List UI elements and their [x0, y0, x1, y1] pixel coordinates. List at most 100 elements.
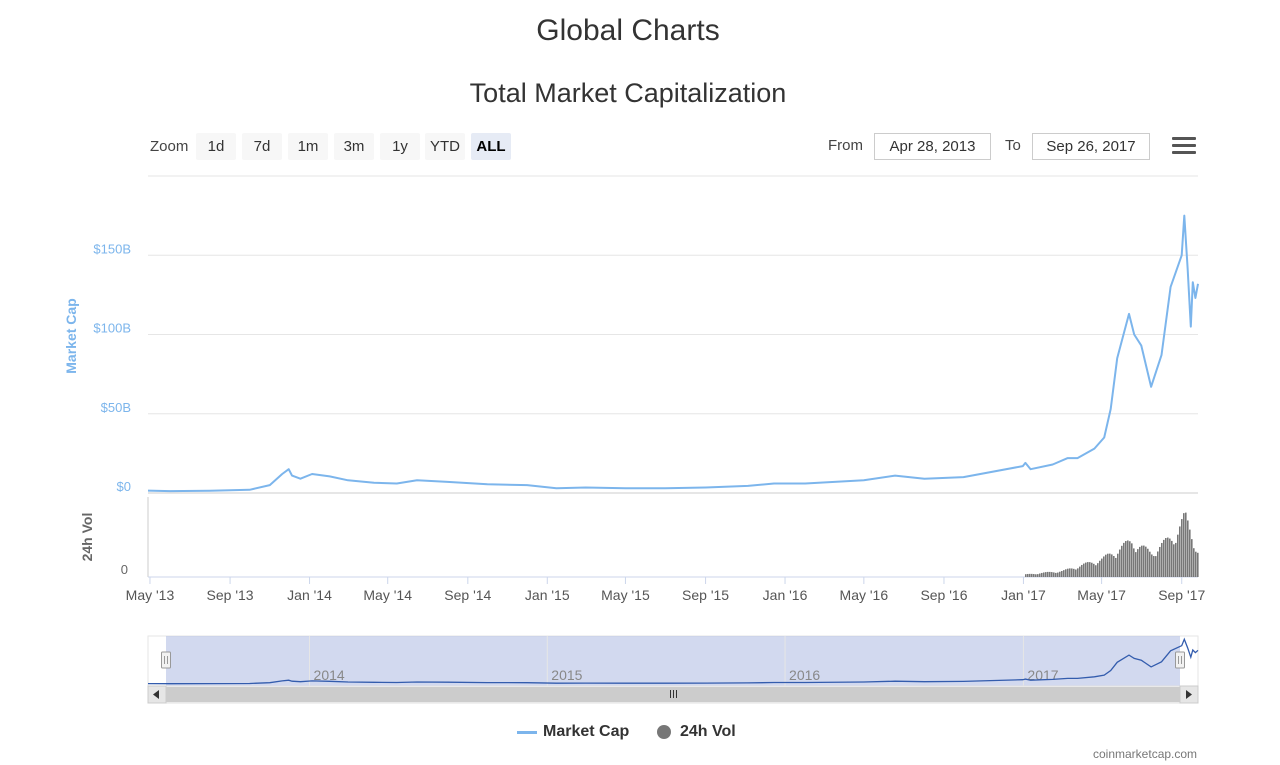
- volume-bar: [1111, 554, 1113, 577]
- legend-item-market-cap[interactable]: Market Cap: [517, 722, 629, 742]
- volume-axis-title: 24h Vol: [79, 513, 95, 562]
- volume-bar: [1075, 569, 1077, 577]
- volume-bar: [1081, 564, 1083, 577]
- volume-bar: [1101, 558, 1103, 577]
- legend-label-market-cap: Market Cap: [543, 723, 630, 740]
- volume-bar: [1099, 560, 1101, 577]
- volume-bar: [1159, 546, 1161, 577]
- volume-bar: [1135, 552, 1137, 577]
- volume-bar: [1043, 572, 1045, 577]
- y-tick-label: $0: [117, 479, 131, 494]
- legend-dot-icon: [657, 725, 671, 739]
- from-date-input[interactable]: [874, 133, 991, 160]
- x-tick-label: Jan '14: [287, 587, 332, 603]
- navigator-year-label: 2014: [314, 667, 345, 683]
- hamburger-menu-icon[interactable]: [1172, 137, 1196, 159]
- zoom-7d-button[interactable]: 7d: [242, 133, 282, 160]
- volume-bar: [1047, 571, 1049, 577]
- x-tick-label: Sep '15: [682, 587, 729, 603]
- volume-bar: [1117, 553, 1119, 577]
- x-tick-label: Sep '16: [920, 587, 967, 603]
- volume-bar: [1027, 573, 1029, 577]
- zoom-3m-button[interactable]: 3m: [334, 133, 374, 160]
- volume-bar: [1063, 570, 1065, 577]
- volume-bar: [1119, 549, 1121, 577]
- zoom-1d-button[interactable]: 1d: [196, 133, 236, 160]
- volume-bar: [1163, 539, 1165, 577]
- zoom-ytd-button[interactable]: YTD: [425, 133, 465, 160]
- volume-bar: [1033, 574, 1035, 577]
- y-axis-ticks: $0 $50B $100B $150B: [93, 241, 131, 494]
- x-tick-label: May '15: [601, 587, 650, 603]
- volume-bar: [1139, 546, 1141, 577]
- volume-bar: [1129, 541, 1131, 577]
- x-tick-label: Sep '13: [207, 587, 254, 603]
- x-tick-label: Jan '16: [763, 587, 808, 603]
- x-tick-label: Sep '14: [444, 587, 491, 603]
- volume-bar: [1091, 562, 1093, 577]
- volume-bar: [1183, 513, 1185, 577]
- volume-bar: [1155, 556, 1157, 577]
- volume-bar: [1169, 538, 1171, 577]
- x-tick-label: May '14: [363, 587, 412, 603]
- x-axis-ticks: May '13 Sep '13 Jan '14 May '14 Sep '14 Jan '…: [126, 577, 1205, 603]
- volume-bar: [1107, 553, 1109, 577]
- volume-bar: [1131, 543, 1133, 577]
- navigator-right-handle[interactable]: [1175, 651, 1185, 669]
- scrollbar-left-arrow-icon[interactable]: [147, 685, 167, 704]
- volume-bar: [1197, 552, 1199, 577]
- volume-bar: [1093, 563, 1095, 577]
- volume-bar: [1045, 572, 1047, 577]
- to-date-input[interactable]: [1032, 133, 1150, 160]
- volume-bar: [1061, 571, 1063, 577]
- volume-tick-label: 0: [121, 562, 128, 577]
- volume-bar: [1145, 546, 1147, 577]
- x-tick-label: Sep '17: [1158, 587, 1205, 603]
- volume-bar: [1177, 534, 1179, 577]
- volume-bar: [1173, 544, 1175, 577]
- volume-bar: [1031, 573, 1033, 577]
- volume-bar: [1067, 568, 1069, 577]
- volume-bar: [1037, 574, 1039, 577]
- zoom-all-button[interactable]: ALL: [471, 133, 511, 160]
- scrollbar-right-arrow-icon[interactable]: [1179, 685, 1199, 704]
- volume-bar: [1143, 545, 1145, 577]
- y-tick-label: $150B: [93, 241, 131, 256]
- volume-bar: [1069, 568, 1071, 577]
- volume-bar: [1103, 556, 1105, 577]
- volume-bar: [1137, 549, 1139, 577]
- volume-bar: [1185, 512, 1187, 577]
- volume-bar: [1059, 571, 1061, 577]
- volume-bar: [1153, 556, 1155, 577]
- volume-bar: [1065, 569, 1067, 577]
- volume-bar: [1051, 572, 1053, 577]
- x-tick-label: Jan '17: [1001, 587, 1046, 603]
- volume-bar: [1053, 572, 1055, 577]
- volume-bar: [1147, 548, 1149, 577]
- volume-bar: [1087, 562, 1089, 577]
- volume-bar: [1127, 540, 1129, 577]
- volume-bar: [1039, 573, 1041, 577]
- zoom-label: Zoom: [150, 138, 189, 155]
- grid-lines: [148, 175, 1198, 494]
- volume-bar: [1133, 548, 1135, 577]
- volume-bar: [1035, 574, 1037, 577]
- zoom-1y-button[interactable]: 1y: [380, 133, 420, 160]
- volume-bar: [1175, 542, 1177, 577]
- volume-bar: [1025, 574, 1027, 577]
- to-label: To: [1005, 137, 1021, 154]
- navigator-left-handle[interactable]: [161, 651, 171, 669]
- navigator-selection[interactable]: [166, 636, 1180, 686]
- from-label: From: [828, 137, 863, 154]
- legend-item-volume[interactable]: 24h Vol: [657, 722, 736, 742]
- volume-bar: [1097, 563, 1099, 577]
- volume-bar: [1171, 540, 1173, 577]
- volume-bar: [1193, 548, 1195, 577]
- chart-title: Total Market Capitalization: [469, 78, 787, 108]
- navigator-year-label: 2015: [551, 667, 582, 683]
- credits-link[interactable]: coinmarketcap.com: [1093, 747, 1198, 761]
- volume-bar: [1055, 572, 1057, 577]
- volume-bar: [1041, 572, 1043, 577]
- zoom-1m-button[interactable]: 1m: [288, 133, 328, 160]
